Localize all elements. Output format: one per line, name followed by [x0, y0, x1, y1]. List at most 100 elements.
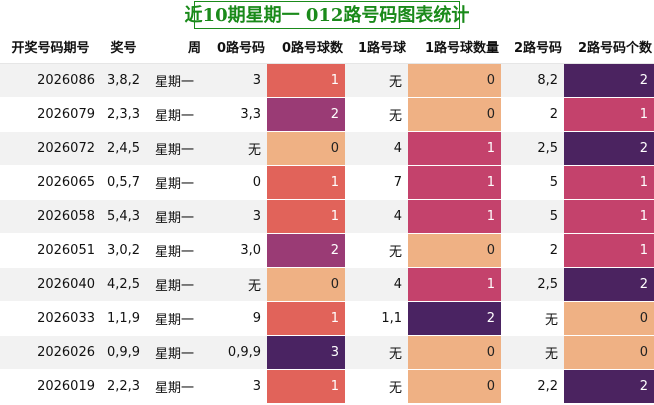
header-issue: 开奖号码期号	[0, 30, 101, 64]
route2-numbers-cell: 5	[501, 199, 564, 234]
route2-count-cell: 0	[564, 301, 654, 336]
route2-numbers-cell: 2	[501, 97, 564, 132]
route2-numbers-cell: 无	[501, 335, 564, 370]
route1-count-cell: 0	[408, 335, 501, 370]
route0-numbers-cell: 3,3	[203, 97, 267, 132]
route1-numbers-cell: 4	[345, 267, 408, 302]
issue-cell: 2026072	[0, 131, 101, 166]
route0-numbers-cell: 无	[203, 131, 267, 166]
route0-count-cell: 2	[267, 97, 345, 132]
route2-count-cell: 1	[564, 233, 654, 268]
route2-count-cell: 1	[564, 199, 654, 234]
numbers-cell: 2,2,3	[101, 369, 146, 403]
route0-count-cell: 1	[267, 199, 345, 234]
table-row: 2026033 1,1,9 星期一 9 1 1,1 2 无 0	[0, 301, 654, 336]
table-row: 2026072 2,4,5 星期一无 0 4 1 2,5 2	[0, 131, 654, 166]
route1-numbers-cell: 1,1	[345, 301, 408, 336]
table-body: 2026086 3,8,2 星期一 3 1 无 0 8,2 2 2026079 2,3,3 星期一 3,…	[0, 63, 654, 403]
week-cell: 星期一	[146, 369, 203, 403]
route2-numbers-cell: 5	[501, 165, 564, 200]
route2-count-cell: 2	[564, 131, 654, 166]
week-cell: 星期一	[146, 335, 203, 370]
route1-numbers-cell: 无	[345, 335, 408, 370]
route0-numbers-cell: 3	[203, 369, 267, 403]
route2-count-cell: 2	[564, 63, 654, 98]
week-cell: 星期一	[146, 165, 203, 200]
table-row: 2026065 0,5,7 星期一 0 1 7 1 5 1	[0, 165, 654, 200]
issue-cell: 2026033	[0, 301, 101, 336]
route2-numbers-cell: 2,5	[501, 131, 564, 166]
numbers-cell: 2,4,5	[101, 131, 146, 166]
route0-numbers-cell: 3,0	[203, 233, 267, 268]
stats-table: 开奖号码期号 奖号 周 0路号码 0路号球数 1路号球 1路号球数量 2路号码 …	[0, 30, 654, 403]
route0-count-cell: 3	[267, 335, 345, 370]
route1-numbers-cell: 4	[345, 131, 408, 166]
route1-count-cell: 0	[408, 63, 501, 98]
route0-numbers-cell: 无	[203, 267, 267, 302]
table-row: 2026040 4,2,5 星期一无 0 4 1 2,5 2	[0, 267, 654, 302]
route1-count-cell: 1	[408, 165, 501, 200]
header-numbers: 奖号	[101, 30, 146, 64]
route1-numbers-cell: 无	[345, 63, 408, 98]
table-row: 2026058 5,4,3 星期一 3 1 4 1 5 1	[0, 199, 654, 234]
route0-numbers-cell: 9	[203, 301, 267, 336]
title-frame	[194, 1, 460, 29]
numbers-cell: 5,4,3	[101, 199, 146, 234]
route1-numbers-cell: 无	[345, 97, 408, 132]
table-row: 2026079 2,3,3 星期一 3,3 2 无 0 2 1	[0, 97, 654, 132]
header-week: 周	[146, 30, 203, 64]
issue-cell: 2026040	[0, 267, 101, 302]
route2-count-cell: 1	[564, 97, 654, 132]
numbers-cell: 1,1,9	[101, 301, 146, 336]
week-cell: 星期一	[146, 97, 203, 132]
table-row: 2026026 0,9,9 星期一 0,9,9 3 无 0 无 0	[0, 335, 654, 370]
header-route1-numbers: 1路号球	[345, 30, 408, 64]
route1-count-cell: 0	[408, 233, 501, 268]
route1-count-cell: 1	[408, 267, 501, 302]
route0-count-cell: 1	[267, 301, 345, 336]
numbers-cell: 4,2,5	[101, 267, 146, 302]
route0-numbers-cell: 0,9,9	[203, 335, 267, 370]
week-cell: 星期一	[146, 301, 203, 336]
route0-numbers-cell: 3	[203, 199, 267, 234]
header-row: 开奖号码期号 奖号 周 0路号码 0路号球数 1路号球 1路号球数量 2路号码 …	[0, 30, 654, 64]
week-cell: 星期一	[146, 233, 203, 268]
numbers-cell: 2,3,3	[101, 97, 146, 132]
route2-numbers-cell: 无	[501, 301, 564, 336]
route1-count-cell: 1	[408, 131, 501, 166]
route2-numbers-cell: 2,2	[501, 369, 564, 403]
route0-count-cell: 1	[267, 63, 345, 98]
table-row: 2026086 3,8,2 星期一 3 1 无 0 8,2 2	[0, 63, 654, 98]
week-cell: 星期一	[146, 63, 203, 98]
issue-cell: 2026058	[0, 199, 101, 234]
route2-numbers-cell: 8,2	[501, 63, 564, 98]
route2-count-cell: 2	[564, 267, 654, 302]
route0-count-cell: 1	[267, 165, 345, 200]
route1-count-cell: 2	[408, 301, 501, 336]
title-bar: 近10期星期一 012路号码图表统计	[0, 0, 654, 32]
numbers-cell: 3,8,2	[101, 63, 146, 98]
route2-numbers-cell: 2	[501, 233, 564, 268]
route0-numbers-cell: 0	[203, 165, 267, 200]
issue-cell: 2026026	[0, 335, 101, 370]
route0-count-cell: 0	[267, 131, 345, 166]
issue-cell: 2026019	[0, 369, 101, 403]
route0-count-cell: 1	[267, 369, 345, 403]
route1-count-cell: 1	[408, 199, 501, 234]
route1-numbers-cell: 无	[345, 233, 408, 268]
numbers-cell: 0,9,9	[101, 335, 146, 370]
issue-cell: 2026079	[0, 97, 101, 132]
header-route1-count: 1路号球数量	[408, 30, 501, 64]
header-route0-count: 0路号球数	[267, 30, 345, 64]
route0-numbers-cell: 3	[203, 63, 267, 98]
header-route2-numbers: 2路号码	[501, 30, 564, 64]
route2-count-cell: 1	[564, 165, 654, 200]
issue-cell: 2026086	[0, 63, 101, 98]
table-row: 2026019 2,2,3 星期一 3 1 无 0 2,2 2	[0, 369, 654, 403]
issue-cell: 2026065	[0, 165, 101, 200]
week-cell: 星期一	[146, 267, 203, 302]
route2-count-cell: 2	[564, 369, 654, 403]
route1-numbers-cell: 无	[345, 369, 408, 403]
page-title: 近10期星期一 012路号码图表统计	[184, 5, 470, 26]
week-cell: 星期一	[146, 131, 203, 166]
